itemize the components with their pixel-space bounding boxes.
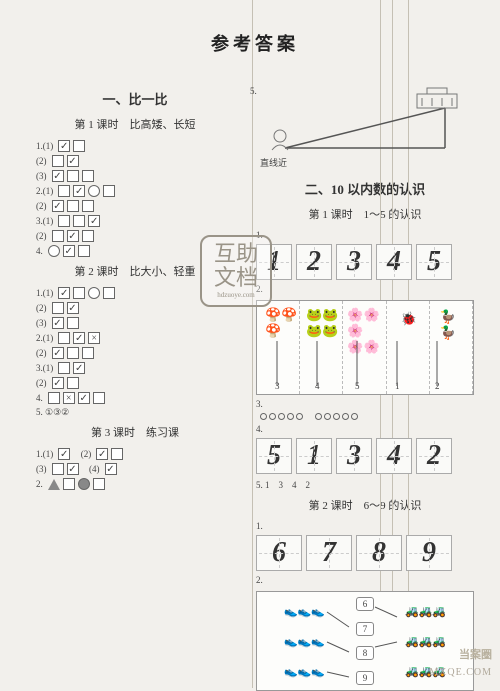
answer-row: (2) (36, 155, 240, 167)
number-cell: 8 (356, 535, 402, 571)
lesson-heading: 第 3 课时 练习课 (30, 424, 240, 440)
number-cell: 2 (296, 244, 332, 280)
answer-row: 2.(1) (36, 185, 240, 197)
watermark-stamp: 互助 文档 hdzuoye.com (200, 235, 272, 307)
person-icon (268, 128, 292, 152)
answer-row: 2. (36, 478, 240, 490)
left-column: 一、比一比 第 1 课时 比高矮、长短 1.(1) (2) (3) 2.(1) … (30, 81, 240, 691)
match-lines-icon (257, 301, 473, 394)
number-cell: 1 (296, 438, 332, 474)
lesson-heading: 第 1 课时 1～5 的认识 (250, 206, 480, 222)
matching-box: 🍄🍄🍄 🐸🐸🐸🐸 🌸🌸🌸🌸🌸 🐞 🦆🦆 3 4 5 1 2 (256, 300, 474, 395)
section-heading: 二、10 以内数的认识 (250, 179, 480, 198)
number-cell: 6 (256, 535, 302, 571)
bead-row: 3. (256, 399, 480, 409)
building-icon (412, 86, 462, 110)
triangle-path-icon (285, 104, 445, 148)
num-row: 1. (256, 230, 480, 240)
number-cell: 4 (376, 438, 412, 474)
section-heading: 一、比一比 (30, 89, 240, 108)
answer-row: 3.(1) (36, 362, 240, 374)
number-cell: 2 (416, 438, 452, 474)
number-cell: 7 (306, 535, 352, 571)
right-column: 5. 直线近 二、10 以内数的认识 第 1 课时 1～5 的认识 1. 1 2… (250, 81, 480, 691)
page: 参考答案 一、比一比 第 1 课时 比高矮、长短 1.(1) (2) (3) 2… (0, 0, 500, 688)
answer-row: 2.(1)× (36, 332, 240, 344)
num-row: 4. (256, 424, 480, 434)
q5-diagram: 5. 直线近 (250, 86, 480, 171)
seq-answer: 5. 1 3 4 2 (256, 478, 480, 491)
answer-row: 5. ①③② (36, 407, 240, 418)
answer-row: (3) (4) (36, 463, 240, 475)
watermark-url: MXQE.COM (429, 667, 492, 678)
answer-row: (2) (36, 200, 240, 212)
q-label: 2. (256, 284, 480, 294)
number-cell: 4 (376, 244, 412, 280)
number-cell: 5 (256, 438, 292, 474)
number-cell: 3 (336, 438, 372, 474)
beads (260, 413, 480, 420)
lesson-heading: 第 2 课时 6～9 的认识 (250, 497, 480, 513)
number-cell: 5 (416, 244, 452, 280)
answer-row: 4.× (36, 392, 240, 404)
answer-row: 1.(1) (2) (36, 448, 240, 460)
num-row: 1. (256, 521, 480, 531)
number-cell: 9 (406, 535, 452, 571)
answer-row: (2) (36, 377, 240, 389)
lesson-heading: 第 1 课时 比高矮、长短 (30, 116, 240, 132)
columns: 一、比一比 第 1 课时 比高矮、长短 1.(1) (2) (3) 2.(1) … (30, 81, 480, 691)
watermark-logo: 当案圈 (459, 646, 492, 662)
number-grid: 5 1 3 4 2 (256, 438, 480, 474)
number-cell: 3 (336, 244, 372, 280)
number-grid: 1 2 3 4 5 (256, 244, 480, 280)
number-grid: 6 7 8 9 (256, 535, 480, 571)
page-title: 参考答案 (30, 30, 480, 56)
q5-label: 直线近 (260, 156, 287, 169)
q-label: 2. (256, 575, 480, 585)
answer-row: 1.(1) (36, 140, 240, 152)
answer-row: (2) (36, 347, 240, 359)
answer-row: 3.(1) (36, 215, 240, 227)
answer-row: (3) (36, 317, 240, 329)
answer-row: (3) (36, 170, 240, 182)
